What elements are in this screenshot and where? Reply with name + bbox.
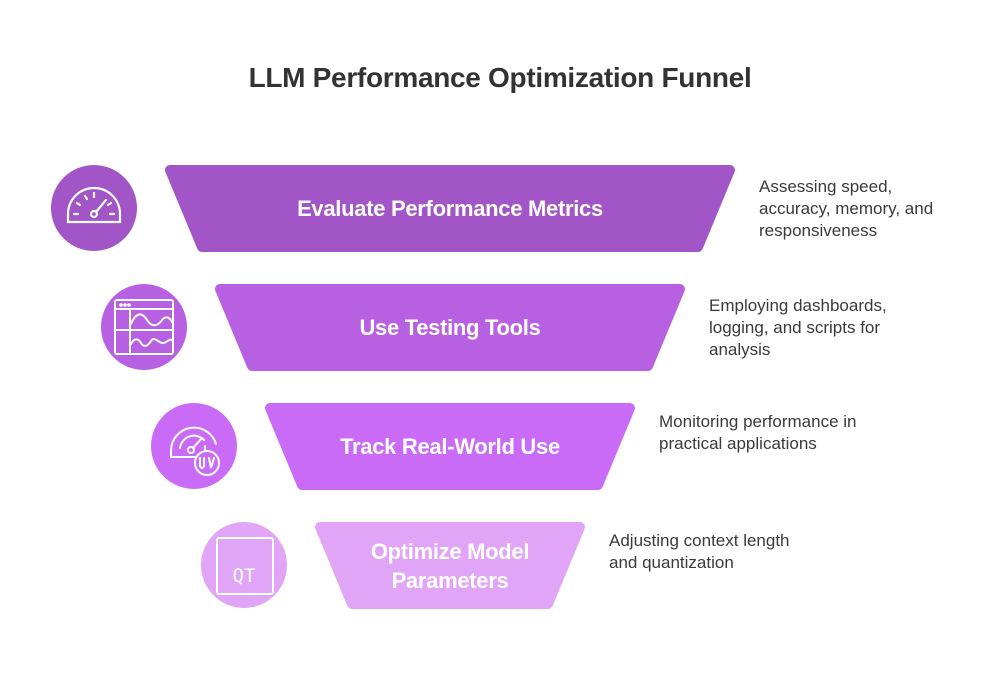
icon-circle-4	[201, 522, 287, 608]
funnel-band-1	[165, 165, 735, 252]
stage-1	[51, 165, 735, 252]
stage-description-2: Employing dashboards, logging, and scrip…	[709, 296, 887, 359]
qt-box-icon	[216, 537, 274, 595]
funnel-band-4	[315, 522, 585, 609]
stage-4: QT	[201, 522, 585, 609]
dashboard-chart-icon	[114, 299, 174, 355]
stage-description-1: Assessing speed, accuracy, memory, and r…	[759, 177, 934, 240]
stage-description-4: Adjusting context length and quantizatio…	[609, 531, 790, 572]
funnel-band-3	[265, 403, 635, 490]
stage-label-3: Track Real-World Use	[340, 434, 560, 459]
stage-3	[151, 403, 635, 490]
stage-label-1: Evaluate Performance Metrics	[297, 196, 603, 221]
stage-label-2: Use Testing Tools	[359, 315, 541, 340]
qt-icon-text: QT	[233, 565, 256, 587]
gauge-uv-icon	[170, 426, 220, 476]
stage-2	[101, 284, 685, 371]
funnel-band-2	[215, 284, 685, 371]
speedometer-icon	[66, 186, 122, 224]
stage-label-4: Optimize Model Parameters	[370, 538, 530, 593]
icon-circle-2	[101, 284, 187, 370]
diagram-title: LLM Performance Optimization Funnel	[248, 62, 752, 93]
icon-circle-1	[51, 165, 137, 251]
stage-description-3: Monitoring performance in practical appl…	[659, 412, 857, 453]
